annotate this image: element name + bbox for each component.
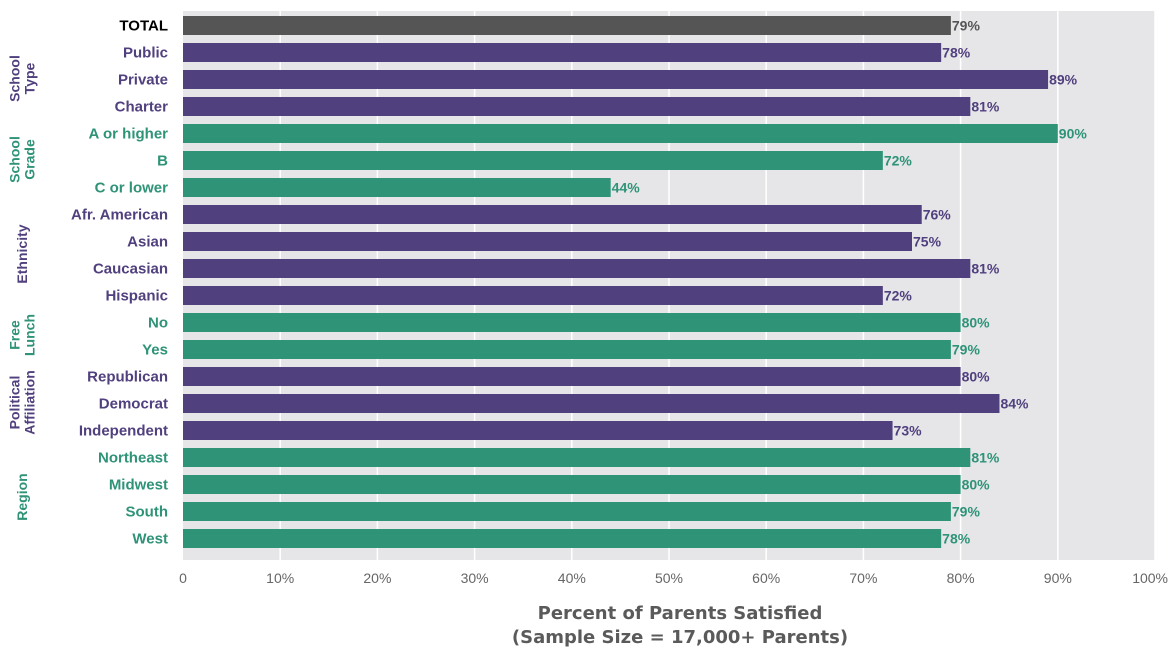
group-label-line: Affiliation <box>22 370 38 435</box>
value-label: 89% <box>1049 72 1078 88</box>
group-labels: SchoolTypeSchoolGradeEthnicityFreeLunchP… <box>7 55 38 521</box>
category-label: Caucasian <box>93 261 168 278</box>
bar <box>183 205 922 224</box>
category-label: Democrat <box>99 396 168 413</box>
bar <box>183 178 611 197</box>
category-label: Yes <box>142 342 168 359</box>
value-label: 44% <box>612 180 641 196</box>
category-label: Asian <box>127 234 168 251</box>
x-tick-label: 0 <box>179 570 187 586</box>
category-label: South <box>126 504 169 521</box>
value-label: 81% <box>971 261 1000 277</box>
bar <box>183 475 961 494</box>
bar <box>183 16 951 35</box>
bar <box>183 448 971 467</box>
group-label: SchoolGrade <box>7 136 38 183</box>
value-labels: 79% 78% 89% 81% 90% 72% 44% 76% 75% 81% 72% 80% 79% 8… <box>612 18 1088 547</box>
group-label: PoliticalAffiliation <box>7 370 38 435</box>
value-label: 72% <box>884 288 913 304</box>
group-label: SchoolType <box>7 55 38 102</box>
group-label-line: Lunch <box>22 314 38 356</box>
x-tick-label: 10% <box>266 570 294 586</box>
value-label: 80% <box>962 369 991 385</box>
value-label: 81% <box>971 450 1000 466</box>
bar <box>183 151 883 170</box>
group-label-line: Ethnicity <box>14 224 30 283</box>
value-label: 80% <box>962 315 991 331</box>
category-label: No <box>148 315 168 332</box>
bar <box>183 70 1049 89</box>
bar <box>183 97 971 116</box>
x-tick-label: 50% <box>655 570 683 586</box>
value-label: 79% <box>952 504 981 520</box>
category-label: C or lower <box>95 180 169 197</box>
x-tick-label: 20% <box>363 570 391 586</box>
category-label: Northeast <box>98 450 168 467</box>
group-label-line: Free <box>7 320 23 350</box>
category-label: Hispanic <box>105 288 168 305</box>
category-label: Midwest <box>109 477 168 494</box>
bar <box>183 394 1000 413</box>
value-label: 80% <box>962 477 991 493</box>
bar <box>183 124 1058 143</box>
category-label: Afr. American <box>71 207 168 224</box>
bar <box>183 43 942 62</box>
x-tick-label: 100% <box>1132 570 1168 586</box>
category-label: B <box>157 153 168 170</box>
bar <box>183 259 971 278</box>
x-tick-label: 70% <box>849 570 877 586</box>
category-label: Public <box>123 45 168 62</box>
x-tick-label: 60% <box>752 570 780 586</box>
value-label: 79% <box>952 18 981 34</box>
value-label: 84% <box>1000 396 1029 412</box>
group-label-line: Grade <box>22 139 38 180</box>
x-axis-subtitle: (Sample Size = 17,000+ Parents) <box>512 627 848 648</box>
value-label: 72% <box>884 153 913 169</box>
x-tick-label: 30% <box>461 570 489 586</box>
value-label: 73% <box>894 423 923 439</box>
group-label-line: Type <box>22 62 38 94</box>
bar <box>183 529 942 548</box>
category-label: Private <box>118 72 168 89</box>
group-label-line: Political <box>7 376 23 430</box>
group-label-line: Region <box>14 473 30 520</box>
category-labels: TOTAL Public Private Charter A or higher B C o… <box>71 18 168 548</box>
bars <box>183 16 1058 548</box>
value-label: 90% <box>1059 126 1088 142</box>
bar <box>183 286 883 305</box>
group-label: Region <box>14 473 30 520</box>
bar <box>183 232 912 251</box>
x-tick-label: 90% <box>1044 570 1072 586</box>
group-label-line: School <box>7 136 23 183</box>
x-tick-label: 80% <box>947 570 975 586</box>
group-label-line: School <box>7 55 23 102</box>
bar <box>183 367 961 386</box>
category-label: Charter <box>115 99 169 116</box>
category-label: Independent <box>79 423 168 440</box>
category-label: A or higher <box>89 126 169 143</box>
x-tick-labels: 0 10% 20% 30% 40% 50% 60% 70% 80% 90% 100% <box>179 570 1168 586</box>
category-label: West <box>132 531 168 548</box>
category-label: TOTAL <box>119 18 168 35</box>
value-label: 78% <box>942 531 971 547</box>
bar <box>183 340 951 359</box>
value-label: 81% <box>971 99 1000 115</box>
category-label: Republican <box>87 369 168 386</box>
value-label: 75% <box>913 234 942 250</box>
value-label: 79% <box>952 342 981 358</box>
value-label: 78% <box>942 45 971 61</box>
bar <box>183 313 961 332</box>
value-label: 76% <box>923 207 952 223</box>
group-label: Ethnicity <box>14 224 30 283</box>
x-axis-title: Percent of Parents Satisfied <box>538 603 823 624</box>
group-label: FreeLunch <box>7 314 38 356</box>
bar <box>183 421 893 440</box>
bar <box>183 502 951 521</box>
x-tick-label: 40% <box>558 570 586 586</box>
